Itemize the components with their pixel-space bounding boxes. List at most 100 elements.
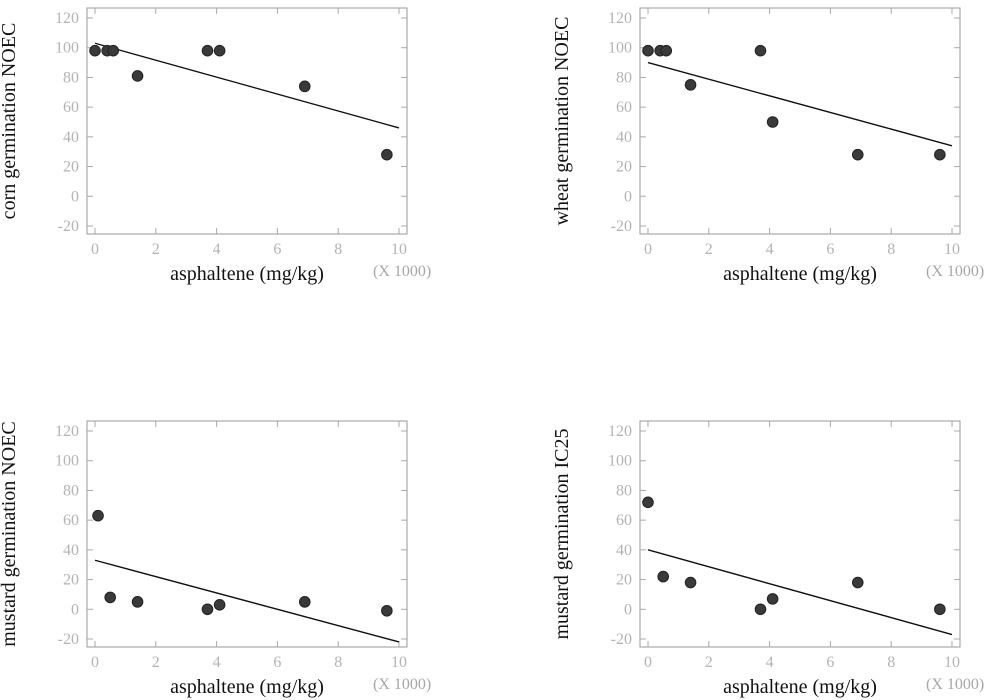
plot-frame [639, 7, 961, 235]
y-tick-label: -20 [58, 218, 79, 235]
y-tick-label: 20 [63, 572, 79, 589]
y-tick-label: 60 [616, 99, 632, 116]
y-tick-label: 0 [624, 601, 632, 618]
data-point [766, 116, 779, 128]
x-tick-label: 0 [644, 241, 652, 258]
data-point [381, 604, 393, 617]
data-point [92, 509, 104, 522]
x-tick-label: 4 [213, 241, 221, 258]
y-tick-label: -20 [58, 631, 79, 648]
x-tick-label: 4 [213, 654, 221, 671]
data-point [684, 79, 697, 91]
x-tick-label: 2 [152, 241, 160, 258]
data-point [660, 44, 673, 57]
regression-line [94, 559, 400, 643]
x-axis-label: asphaltene (mg/kg) [723, 676, 877, 698]
x-tick-label: 10 [944, 654, 960, 671]
data-point [934, 148, 946, 161]
x-tick-label: 8 [887, 241, 895, 258]
y-tick-label: 100 [608, 40, 632, 57]
data-point [754, 603, 767, 616]
x-tick-label: 6 [273, 241, 281, 258]
y-tick-label: 20 [63, 159, 79, 176]
data-point [298, 80, 311, 93]
x-tick-label: 6 [826, 654, 834, 671]
y-tick-label: 60 [63, 512, 79, 529]
y-tick-label: 120 [55, 10, 79, 27]
x-tick-label: 10 [391, 654, 407, 671]
y-axis-label: mustard germination NOEC [0, 421, 20, 647]
y-tick-label: 60 [616, 512, 632, 529]
y-tick-label: -20 [611, 218, 632, 235]
y-tick-label: 40 [616, 129, 632, 146]
chart-panel-4: -20 0 20 40 60 80 100 120 0 2 4 6 8 10 asphaltene (mg/… [551, 420, 984, 698]
y-tick-label: 60 [63, 99, 79, 116]
y-tick-label: 80 [616, 69, 632, 86]
data-point [89, 44, 101, 57]
data-point [642, 44, 654, 57]
x-tick-label: 8 [887, 654, 895, 671]
y-tick-label: 40 [616, 542, 632, 559]
plot-frame [86, 420, 408, 648]
y-axis-label: corn germination NOEC [0, 23, 20, 220]
x-axis-multiplier-label: (X 1000) [926, 263, 984, 280]
chart-panel-3: -20 0 20 40 60 80 100 120 0 2 4 6 8 10 asphaltene (mg/… [0, 420, 431, 698]
x-tick-label: 2 [705, 654, 713, 671]
data-point [107, 44, 120, 57]
plot-frame [86, 7, 408, 235]
y-axis-label: wheat germination NOEC [551, 17, 573, 226]
data-point [851, 148, 864, 161]
y-tick-label: 40 [63, 542, 79, 559]
data-point [684, 576, 697, 589]
data-point [201, 603, 214, 616]
y-tick-label: 100 [608, 453, 632, 470]
y-tick-label: 20 [616, 572, 632, 589]
data-point [201, 44, 214, 57]
y-tick-label: 120 [608, 10, 632, 27]
x-tick-label: 6 [826, 241, 834, 258]
regression-line [94, 42, 400, 129]
y-tick-label: 80 [616, 482, 632, 499]
data-point [851, 576, 864, 589]
data-point [131, 596, 144, 608]
y-axis-label: mustard germination IC25 [551, 428, 573, 639]
x-tick-label: 0 [644, 654, 652, 671]
x-axis-multiplier-label: (X 1000) [373, 676, 431, 693]
x-tick-label: 0 [91, 654, 99, 671]
data-point [766, 593, 779, 605]
data-point [213, 44, 226, 57]
y-tick-label: -20 [611, 631, 632, 648]
data-point [642, 496, 654, 509]
x-tick-label: 2 [152, 654, 160, 671]
x-tick-label: 8 [334, 241, 342, 258]
y-tick-label: 80 [63, 69, 79, 86]
x-axis-multiplier-label: (X 1000) [926, 676, 984, 693]
data-point [754, 44, 767, 57]
x-tick-label: 0 [91, 241, 99, 258]
chart-panel-1: -20 0 20 40 60 80 100 120 0 2 4 6 8 10 asphaltene (mg/… [0, 7, 431, 285]
y-tick-label: 80 [63, 482, 79, 499]
y-tick-label: 0 [71, 601, 79, 618]
x-axis-label: asphaltene (mg/kg) [170, 263, 324, 285]
x-tick-label: 4 [766, 654, 774, 671]
x-tick-label: 4 [766, 241, 774, 258]
y-tick-label: 120 [608, 423, 632, 440]
x-axis-multiplier-label: (X 1000) [373, 263, 431, 280]
regression-line [647, 61, 953, 147]
y-tick-label: 100 [55, 453, 79, 470]
regression-line [647, 549, 953, 636]
y-tick-label: 0 [624, 188, 632, 205]
data-point [657, 570, 670, 583]
data-point [934, 603, 946, 616]
data-point [131, 70, 144, 82]
x-tick-label: 6 [273, 654, 281, 671]
x-axis-label: asphaltene (mg/kg) [170, 676, 324, 698]
x-tick-label: 10 [944, 241, 960, 258]
y-tick-label: 100 [55, 40, 79, 57]
x-tick-label: 8 [334, 654, 342, 671]
y-tick-label: 20 [616, 159, 632, 176]
data-point [104, 591, 116, 604]
plot-frame [639, 420, 961, 648]
x-tick-label: 2 [705, 241, 713, 258]
